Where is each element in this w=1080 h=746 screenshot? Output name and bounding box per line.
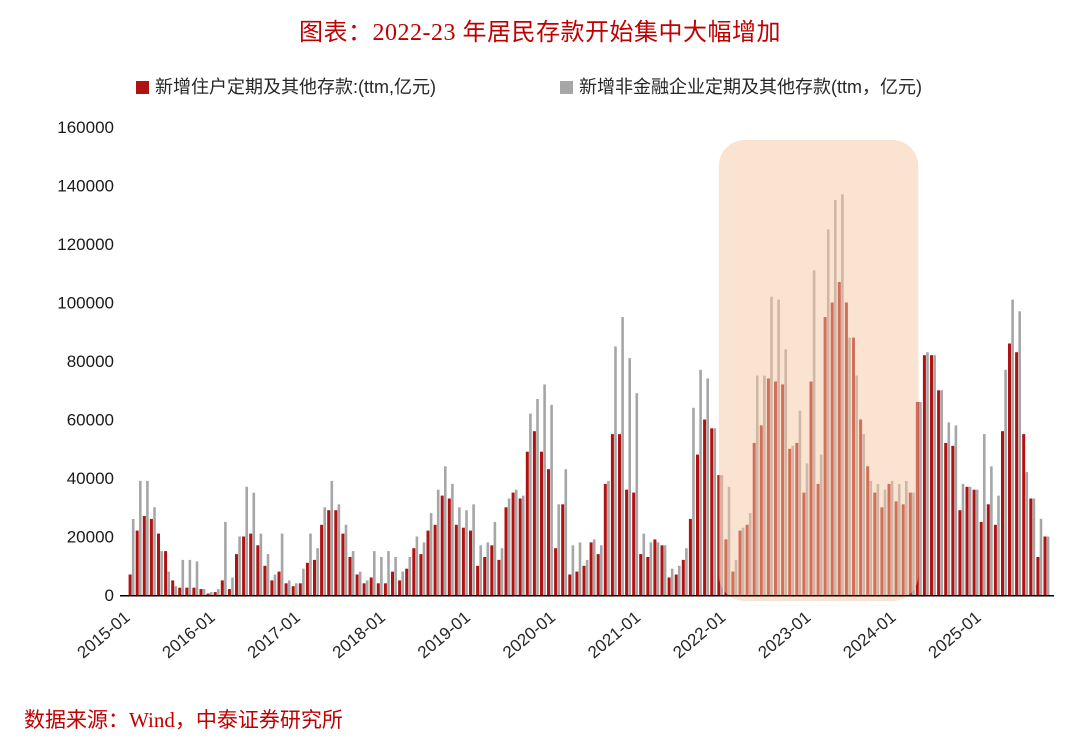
svg-text:140000: 140000 [57, 177, 114, 196]
svg-text:2022-01: 2022-01 [669, 608, 729, 663]
chart-title: 图表：2022-23 年居民存款开始集中大幅增加 [299, 20, 781, 46]
svg-text:60000: 60000 [67, 411, 114, 430]
legend-label-household: 新增住户定期及其他存款:(ttm,亿元) [155, 77, 436, 97]
chart-legend: 新增住户定期及其他存款:(ttm,亿元) 新增非金融企业定期及其他存款(ttm，亿… [136, 77, 922, 97]
svg-text:160000: 160000 [57, 118, 114, 137]
svg-text:2016-01: 2016-01 [159, 608, 219, 663]
svg-text:80000: 80000 [67, 352, 114, 371]
svg-text:2018-01: 2018-01 [329, 608, 389, 663]
svg-text:2019-01: 2019-01 [414, 608, 474, 663]
svg-text:20000: 20000 [67, 528, 114, 547]
svg-text:2023-01: 2023-01 [754, 608, 814, 663]
svg-text:2015-01: 2015-01 [74, 608, 134, 663]
svg-text:0: 0 [105, 586, 114, 605]
legend-swatch-enterprise [560, 81, 573, 94]
svg-text:40000: 40000 [67, 469, 114, 488]
svg-text:2021-01: 2021-01 [584, 608, 644, 663]
svg-text:120000: 120000 [57, 235, 114, 254]
svg-text:100000: 100000 [57, 294, 114, 313]
legend-swatch-household [136, 81, 149, 94]
svg-text:2020-01: 2020-01 [499, 608, 559, 663]
x-axis-labels: 2015-01 2016-01 2017-01 2018-01 2019-01 2020-… [74, 608, 985, 663]
data-source-note: 数据来源：Wind，中泰证券研究所 [24, 708, 343, 732]
svg-text:2024-01: 2024-01 [840, 608, 900, 663]
deposit-bar-chart: 0 20000 40000 60000 80000 100000 120000 140000 1… [57, 77, 1054, 663]
svg-text:2017-01: 2017-01 [244, 608, 304, 663]
y-axis-labels: 0 20000 40000 60000 80000 100000 120000 140000 1… [57, 118, 114, 605]
svg-text:2025-01: 2025-01 [925, 608, 985, 663]
legend-label-enterprise: 新增非金融企业定期及其他存款(ttm，亿元) [579, 77, 922, 97]
highlight-region-2022-2024 [718, 140, 919, 601]
